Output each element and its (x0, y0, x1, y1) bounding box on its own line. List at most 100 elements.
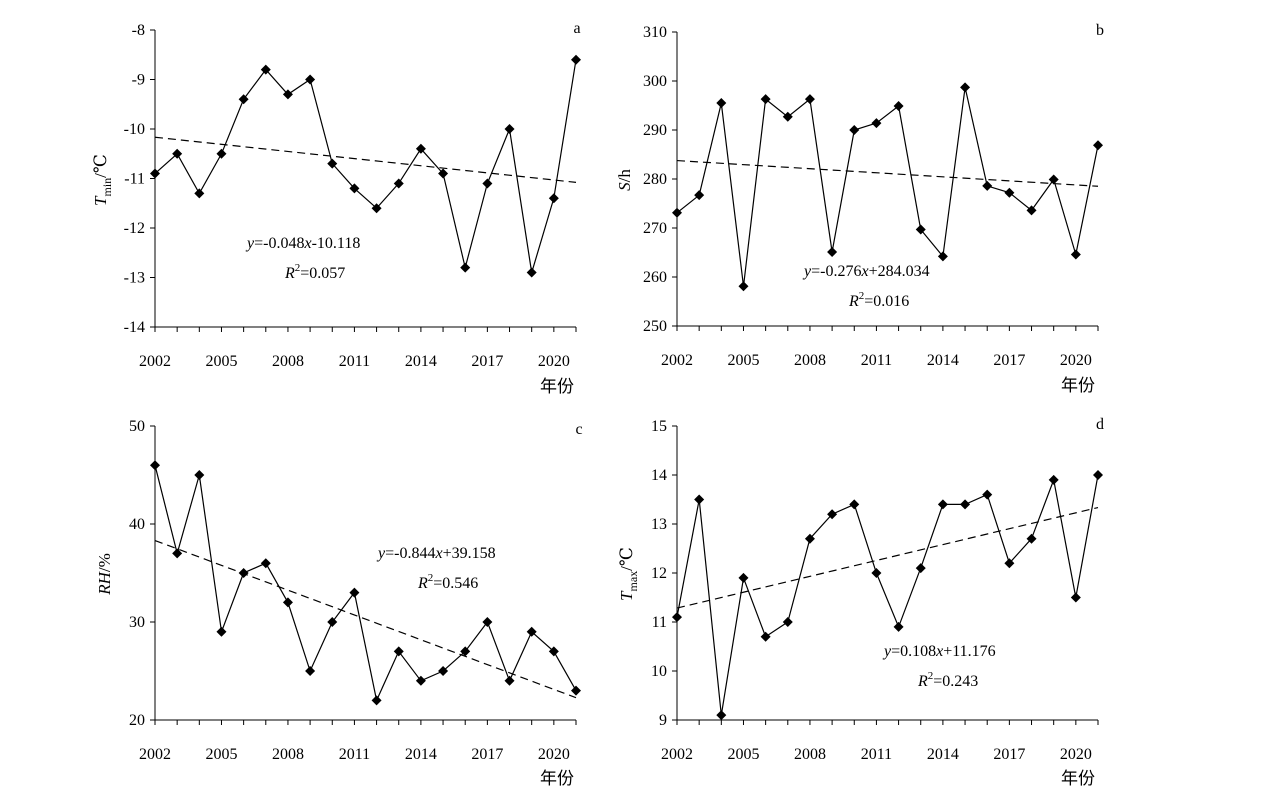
data-point (194, 188, 205, 199)
data-point (760, 94, 771, 105)
data-point (327, 158, 338, 169)
data-point (460, 646, 471, 657)
x-tick-label: 2011 (339, 353, 370, 370)
x-tick-label: 2014 (927, 746, 959, 763)
data-point (282, 597, 293, 608)
data-point (260, 64, 271, 75)
x-tick-label: 2008 (272, 746, 304, 763)
data-point (150, 460, 160, 471)
y-tick-label: -14 (124, 319, 145, 336)
x-axis-label: 年份 (1061, 376, 1095, 395)
r-squared: R2=0.057 (284, 262, 345, 282)
r-squared: R2=0.243 (917, 670, 978, 690)
data-point (871, 568, 882, 578)
trend-line (676, 159, 1099, 187)
panel-b: 250 260 270 280 290 300 310 2002 2005 2008 2011 201… (615, 22, 1104, 395)
data-point (194, 470, 205, 480)
data-point (460, 262, 471, 273)
data-point (238, 568, 249, 578)
data-point (1070, 592, 1081, 603)
x-tick-label: 2008 (794, 352, 826, 369)
data-point (849, 499, 860, 510)
x-tick-label: 2002 (139, 746, 171, 763)
y-tick-label: 11 (652, 614, 667, 631)
panel-c: 20 30 40 50 2002 2005 2008 2011 2014 2017 2020 c RH/… (95, 418, 583, 788)
regression-equation: y=-0.048x-10.118 (245, 235, 360, 252)
data-point (216, 148, 227, 159)
x-tick-label: 2008 (272, 353, 304, 370)
x-tick-label: 2014 (405, 353, 437, 370)
data-point (305, 74, 316, 85)
data-point (672, 207, 682, 218)
data-point (915, 224, 926, 235)
y-tick-label: 9 (659, 712, 667, 729)
x-tick-label: 2020 (538, 746, 570, 763)
x-tick-label: 2020 (538, 353, 570, 370)
data-point (548, 646, 559, 657)
data-point (260, 558, 271, 569)
x-tick-label: 2011 (861, 746, 892, 763)
y-tick-label: 300 (643, 73, 667, 90)
y-tick-label: -13 (124, 270, 145, 287)
panel-d: 9 10 11 12 13 14 15 2002 2005 2008 2011 2014 2017 202… (617, 416, 1104, 788)
data-point (438, 168, 449, 179)
y-tick-label: 50 (129, 418, 145, 435)
series-line (676, 87, 1099, 287)
series-line (154, 465, 577, 703)
data-point (804, 94, 815, 105)
data-point (716, 98, 727, 109)
x-tick-label: 2014 (405, 746, 437, 763)
y-tick-label: 10 (651, 663, 667, 680)
r-squared: R2=0.016 (848, 290, 909, 310)
data-point (738, 281, 749, 292)
data-point (1004, 558, 1015, 569)
data-point (738, 572, 749, 583)
data-point (526, 267, 537, 278)
y-tick-label: -12 (124, 220, 145, 237)
y-tick-label: 15 (651, 418, 667, 435)
y-tick-label: 250 (643, 318, 667, 335)
data-point (548, 193, 559, 204)
x-tick-label: 2002 (661, 352, 693, 369)
data-point (327, 617, 338, 627)
data-point (716, 710, 727, 721)
data-point (937, 251, 948, 262)
data-point (694, 190, 705, 201)
x-tick-label: 2005 (205, 746, 237, 763)
y-tick-label: -11 (124, 171, 145, 188)
data-point (238, 94, 249, 105)
x-tick-label: 2014 (927, 352, 959, 369)
y-axis-label: Tmax/℃ (617, 547, 640, 601)
data-point (849, 125, 860, 135)
data-point (1093, 140, 1103, 151)
data-point (172, 148, 183, 159)
y-tick-label: 280 (643, 171, 667, 188)
trend-line (676, 506, 1099, 609)
data-point (937, 499, 948, 510)
panel-letter: a (573, 20, 580, 37)
panel-letter: d (1096, 416, 1104, 433)
data-point (305, 666, 316, 676)
data-point (1048, 474, 1059, 485)
y-tick-label: 13 (651, 516, 667, 533)
panel-a: -14 -13 -12 -11 -10 -9 -8 2002 2005 2008 2011 2014 2… (91, 20, 581, 396)
x-tick-label: 2020 (1060, 352, 1092, 369)
y-tick-label: 20 (129, 712, 145, 729)
y-tick-label: -8 (132, 22, 145, 39)
data-point (1093, 470, 1103, 480)
data-point (893, 100, 904, 111)
data-point (282, 89, 293, 100)
y-tick-label: 260 (643, 269, 667, 286)
data-point (871, 118, 882, 129)
data-point (782, 617, 793, 627)
data-point (393, 178, 404, 189)
x-axis-label: 年份 (540, 377, 574, 396)
data-point (804, 533, 815, 544)
x-tick-label: 2020 (1060, 746, 1092, 763)
x-tick-label: 2002 (661, 746, 693, 763)
y-tick-label: 270 (643, 220, 667, 237)
data-point (982, 180, 993, 191)
y-tick-label: 290 (643, 122, 667, 139)
series-line (676, 474, 1099, 716)
